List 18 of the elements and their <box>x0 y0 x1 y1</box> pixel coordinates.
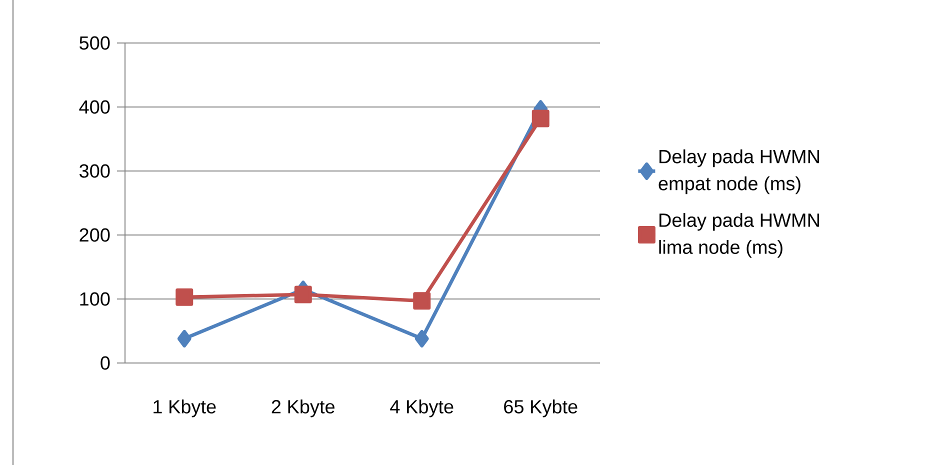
legend-label: Delay pada HWMN lima node (ms) <box>659 212 819 258</box>
legend-label: Delay pada HWMN empat node (ms) <box>658 149 819 194</box>
y-tick-label: 300 <box>79 164 110 178</box>
point <box>532 110 550 128</box>
x-tick-label: 4 Kbyte <box>390 400 454 418</box>
y-tick-label: 400 <box>79 100 110 114</box>
x-tick-label: 1 Kbyte <box>154 400 216 418</box>
x-tick-label: 65 Kybte <box>504 400 578 418</box>
y-tick-label: 100 <box>80 292 110 306</box>
y-tick-label: 0 <box>100 356 110 370</box>
y-tick-label: 500 <box>80 36 110 50</box>
x-tick-label: 2 Kbyte <box>272 400 334 418</box>
point <box>414 330 429 348</box>
point <box>413 292 431 310</box>
y-tick-label: 200 <box>80 228 110 242</box>
point <box>294 286 312 304</box>
point <box>176 288 194 306</box>
point <box>177 330 192 348</box>
